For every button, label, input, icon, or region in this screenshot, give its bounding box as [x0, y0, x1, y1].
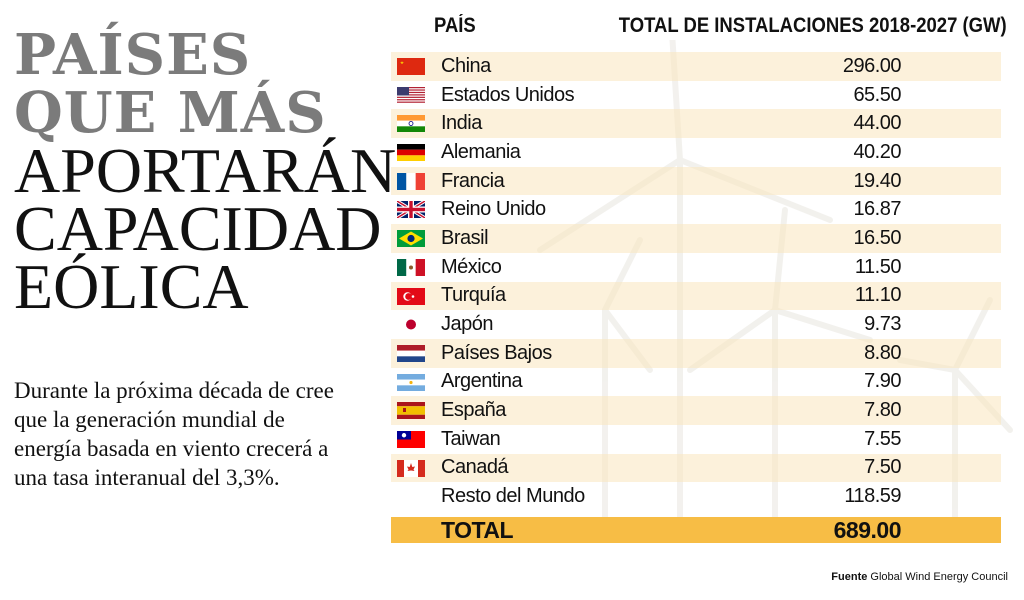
capacity-value: 296.00 [842, 54, 902, 77]
country-name: Brasil [441, 226, 489, 249]
table-row: España 7.80 [391, 396, 1001, 425]
capacity-value: 118.59 [844, 485, 901, 508]
china-flag-icon [397, 58, 425, 75]
country-name: Reino Unido [441, 198, 546, 221]
capacity-value: 40.20 [853, 140, 901, 163]
total-value: 689.00 [833, 517, 902, 543]
capacity-value: 44.00 [853, 112, 901, 135]
capacity-value: 7.80 [864, 399, 901, 422]
capacity-value: 11.50 [854, 255, 902, 278]
table-row: Francia 19.40 [391, 166, 1001, 196]
netherlands-flag-icon [397, 344, 425, 362]
country-name: India [441, 112, 482, 135]
country-name: Países Bajos [441, 341, 552, 364]
source-text: Global Wind Energy Council [870, 571, 1008, 583]
table-row: China 296.00 [391, 52, 1001, 81]
capacity-value: 16.50 [853, 226, 901, 249]
table-row: Reino Unido 16.87 [391, 195, 1001, 224]
table-row: India 44.00 [391, 109, 1001, 139]
germany-flag-icon [397, 144, 425, 162]
country-name: Francia [441, 169, 505, 192]
country-name: México [441, 255, 502, 278]
title-line-1: PAÍSES [14, 22, 252, 88]
mexico-flag-icon [397, 258, 425, 276]
turkey-flag-icon [397, 287, 425, 305]
table-row: Brasil 16.50 [391, 224, 1001, 253]
capacity-value: 7.90 [864, 370, 901, 393]
india-flag-icon [397, 115, 425, 133]
capacity-value: 7.50 [864, 456, 901, 479]
title-line-2: QUE MÁS [14, 80, 327, 146]
title-line-3: APORTARÁN [14, 135, 397, 206]
title-line-4: CAPACIDAD [14, 193, 382, 264]
intro-text: Durante la próxima década de cree que la… [14, 378, 334, 490]
uk-flag-icon [397, 201, 425, 219]
country-name: España [441, 399, 506, 422]
country-name: Resto del Mundo [441, 485, 585, 508]
country-name: China [441, 54, 491, 77]
source-note: Fuente Global Wind Energy Council [831, 571, 1008, 583]
country-name: Japón [441, 313, 494, 336]
capacity-value: 16.87 [853, 198, 901, 221]
country-name: Taiwan [441, 427, 501, 450]
argentina-flag-icon [397, 373, 425, 391]
table-row: Japón 9.73 [391, 310, 1001, 339]
country-name: Argentina [441, 370, 523, 393]
column-header-country: PAÍS [434, 14, 476, 37]
total-row: TOTAL 689.00 [391, 517, 1001, 543]
table-row: Estados Unidos 65.50 [391, 81, 1001, 110]
capacity-value: 8.80 [864, 341, 901, 364]
table-row: Países Bajos 8.80 [391, 338, 1001, 368]
taiwan-flag-icon [397, 430, 425, 448]
country-name: Alemania [441, 140, 521, 163]
capacity-value: 7.55 [864, 427, 901, 450]
capacity-value: 19.40 [853, 169, 901, 192]
usa-flag-icon [397, 86, 425, 104]
table-row: Argentina 7.90 [391, 368, 1001, 397]
table-row: Alemania 40.20 [391, 138, 1001, 167]
canada-flag-icon [397, 459, 425, 477]
capacity-value: 11.10 [854, 284, 902, 307]
country-name: Estados Unidos [441, 83, 575, 106]
table-header: PAÍS TOTAL DE INSTALACIONES 2018-2027 (G… [390, 14, 1007, 44]
table-row: Resto del Mundo 118.59 [391, 482, 1001, 511]
country-name: Turquía [441, 284, 506, 307]
infographic-title: PAÍSES QUE MÁS APORTARÁN CAPACIDAD EÓLIC… [14, 22, 397, 322]
table-row: Turquía 11.10 [391, 281, 1001, 311]
data-table: China 296.00 Estados Unidos 65.50 India 44.00… [391, 52, 1001, 511]
capacity-value: 65.50 [853, 83, 901, 106]
table-row: Taiwan 7.55 [391, 425, 1001, 454]
total-label: TOTAL [441, 517, 514, 543]
capacity-value: 9.73 [864, 313, 901, 336]
column-header-total: TOTAL DE INSTALACIONES 2018-2027 (GW) [618, 14, 1007, 37]
france-flag-icon [397, 172, 425, 190]
table-row: Canadá 7.50 [391, 453, 1001, 483]
japan-flag-icon [397, 316, 425, 334]
table-row: México 11.50 [391, 253, 1001, 282]
country-name: Canadá [441, 456, 509, 479]
brazil-flag-icon [397, 230, 425, 248]
title-line-5: EÓLICA [14, 251, 249, 322]
source-label: Fuente [831, 571, 868, 583]
spain-flag-icon [397, 402, 425, 420]
